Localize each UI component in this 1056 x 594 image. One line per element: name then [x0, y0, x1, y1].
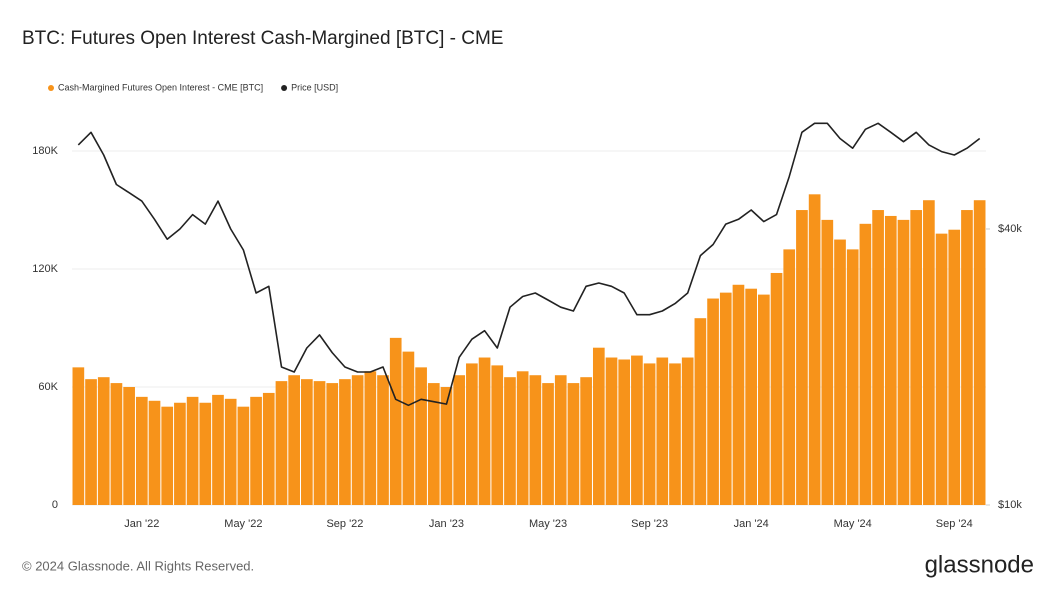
- bar: [402, 351, 415, 505]
- bar: [504, 377, 516, 505]
- bar: [770, 272, 783, 505]
- bar: [275, 381, 288, 505]
- bar: [466, 363, 478, 505]
- bar: [135, 396, 148, 505]
- bar: [631, 355, 643, 505]
- bar: [910, 210, 923, 505]
- bar: [339, 379, 351, 505]
- bar: [923, 200, 935, 505]
- bar: [643, 363, 656, 505]
- bar: [262, 392, 275, 505]
- bar: [237, 406, 250, 505]
- x-tick-label: Jan '24: [734, 518, 769, 530]
- price-line: [77, 122, 981, 407]
- bar: [415, 367, 427, 505]
- bar: [478, 357, 491, 505]
- bar: [821, 219, 834, 505]
- bar: [313, 381, 326, 505]
- bar: [745, 288, 757, 505]
- bar: [846, 249, 859, 505]
- bar: [872, 210, 884, 505]
- bar: [796, 210, 808, 505]
- y2-tick-label: $10k: [998, 499, 1022, 511]
- bar: [123, 387, 135, 505]
- bar: [542, 383, 554, 505]
- x-tick-label: May '23: [529, 518, 567, 530]
- bar: [516, 371, 529, 505]
- bar: [719, 292, 732, 505]
- bar: [669, 363, 681, 505]
- bar: [85, 379, 97, 505]
- bar: [72, 367, 85, 505]
- y2-tick-label: $40k: [998, 223, 1022, 235]
- bar: [554, 375, 567, 505]
- bar: [884, 215, 897, 505]
- bar: [110, 383, 123, 505]
- x-tick-label: Sep '22: [326, 518, 363, 530]
- bar: [897, 219, 910, 505]
- bar: [224, 398, 237, 505]
- x-tick-label: Jan '23: [429, 518, 464, 530]
- bar: [681, 357, 694, 505]
- bar: [250, 396, 262, 505]
- bar: [694, 318, 707, 505]
- bar: [580, 377, 592, 505]
- footer: © 2024 Glassnode. All Rights Reserved.: [22, 558, 254, 573]
- bar: [212, 394, 224, 505]
- bar: [453, 375, 466, 505]
- bar: [758, 294, 770, 505]
- legend-marker: [281, 85, 288, 91]
- bar: [491, 365, 504, 505]
- y-tick-label: 120K: [32, 263, 58, 275]
- legend-label: Price [USD]: [291, 82, 338, 92]
- bar: [427, 383, 440, 505]
- bar: [97, 377, 110, 505]
- x-tick-label: Sep '23: [631, 518, 668, 530]
- legend-marker: [48, 85, 54, 91]
- bar: [935, 233, 948, 505]
- x-tick-label: Sep '24: [936, 518, 973, 530]
- bar: [859, 223, 872, 505]
- bar: [364, 371, 377, 505]
- bar: [961, 210, 973, 505]
- bar: [592, 347, 605, 505]
- x-tick-label: May '24: [834, 518, 872, 530]
- bar: [834, 239, 846, 505]
- bar: [199, 402, 212, 505]
- bar: [377, 375, 389, 505]
- logo: glassnode: [925, 551, 1034, 578]
- legend-label: Cash-Margined Futures Open Interest - CM…: [58, 82, 263, 92]
- bar: [161, 406, 174, 505]
- y-tick-label: 180K: [32, 145, 58, 157]
- bar: [605, 357, 618, 505]
- bar: [301, 379, 313, 505]
- bar: [948, 229, 961, 505]
- x-tick-label: May '22: [224, 518, 262, 530]
- x-tick-label: Jan '22: [124, 518, 159, 530]
- bar: [351, 375, 364, 505]
- bar: [148, 400, 161, 505]
- bar: [440, 387, 453, 505]
- bar: [973, 200, 986, 505]
- bar: [707, 298, 719, 505]
- bar: [174, 402, 186, 505]
- y-tick-label: 0: [52, 499, 58, 511]
- bar: [529, 375, 542, 505]
- bar: [389, 337, 402, 505]
- y-tick-label: 60K: [38, 381, 58, 393]
- bar: [288, 375, 300, 505]
- bar: [186, 396, 199, 505]
- bar: [326, 383, 339, 505]
- bar: [783, 249, 796, 505]
- chart-title: BTC: Futures Open Interest Cash-Margined…: [22, 28, 504, 49]
- bar: [808, 194, 821, 505]
- bar: [656, 357, 669, 505]
- bar: [732, 284, 745, 505]
- bar: [567, 383, 580, 505]
- bar: [618, 359, 631, 505]
